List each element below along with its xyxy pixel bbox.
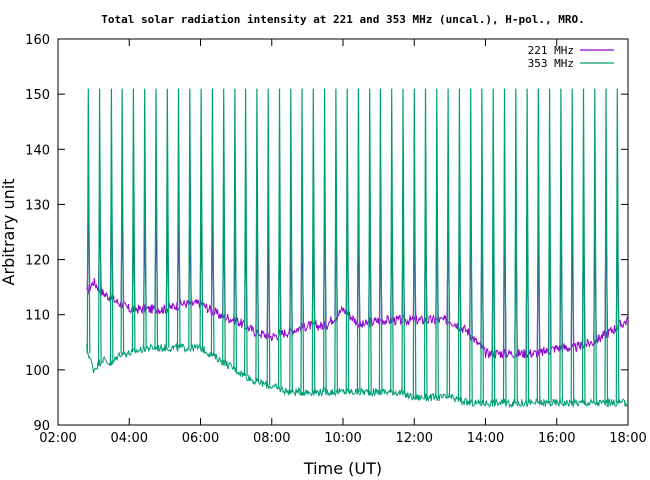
series-spike-1	[356, 88, 361, 392]
series-spike-1	[469, 88, 473, 403]
series-spike-1	[176, 88, 181, 348]
series-spike-1	[289, 88, 293, 392]
series-spike-1	[323, 88, 327, 392]
series-spike-1	[345, 88, 350, 392]
series-spike-1	[210, 88, 215, 356]
series-spike-1	[86, 88, 91, 354]
series-spike-1	[593, 88, 597, 403]
y-tick-label: 150	[25, 88, 50, 103]
series-spike-1	[199, 88, 204, 349]
series-spike-1	[131, 88, 136, 353]
x-tick-label: 12:00	[396, 431, 433, 446]
series-spike-1	[502, 88, 507, 403]
x-tick-label: 08:00	[253, 431, 290, 446]
series-spike-1	[334, 88, 338, 392]
series-spike-1	[412, 88, 417, 398]
series-layer	[86, 88, 628, 409]
series-spike-1	[581, 88, 586, 403]
y-axis-label: Arbitrary unit	[0, 179, 18, 286]
series-spike-1	[514, 88, 518, 403]
series-spike-1	[277, 88, 282, 389]
x-tick-label: 16:00	[538, 431, 575, 446]
x-tick-label: 02:00	[39, 431, 76, 446]
x-tick-label: 14:00	[467, 431, 504, 446]
series-spike-1	[390, 88, 394, 392]
legend: 221 MHz 353 MHz	[528, 44, 614, 70]
series-spike-1	[233, 88, 237, 370]
x-tick-label: 04:00	[111, 431, 148, 446]
y-tick-label: 130	[25, 198, 50, 213]
series-spike-1	[311, 88, 316, 392]
series-spike-1	[244, 88, 248, 376]
x-axis-label: Time (UT)	[303, 459, 382, 478]
y-tick-label: 160	[25, 33, 50, 48]
series-spike-1	[491, 88, 496, 403]
x-tick-label: 10:00	[324, 431, 361, 446]
series-spike-1	[368, 88, 372, 392]
series-spike-1	[457, 88, 462, 401]
series-spike-1	[266, 88, 271, 386]
series-spike-1	[423, 88, 428, 398]
series-spike-1	[435, 88, 439, 398]
series-spike-1	[120, 88, 125, 354]
series-spike-1	[401, 88, 406, 394]
series-spike-1	[604, 88, 609, 403]
series-spike-1	[615, 88, 620, 403]
series-spike-1	[548, 88, 552, 403]
series-spike-1	[109, 88, 114, 365]
y-tick-label: 100	[25, 364, 50, 379]
tick-layer: 02:00 04:00 06:00 08:00 10:00 12:00 14:00 16:00…	[25, 33, 647, 446]
series-spike-1	[300, 88, 305, 392]
x-tick-label: 18:00	[609, 431, 646, 446]
chart-title: Total solar radiation intensity at 221 a…	[101, 13, 584, 26]
x-tick-label: 06:00	[182, 431, 219, 446]
plot-frame	[57, 38, 629, 426]
series-spike-1	[525, 88, 530, 403]
y-tick-label: 110	[25, 309, 50, 324]
plot-area: 02:00 04:00 06:00 08:00 10:00 12:00 14:00 16:00…	[25, 33, 647, 446]
y-tick-label: 120	[25, 254, 50, 269]
series-spike-1	[570, 88, 575, 403]
series-spike-1	[536, 88, 541, 403]
series-spike-1	[446, 88, 451, 398]
series-spike-1	[98, 88, 102, 363]
series-spike-1	[154, 88, 159, 348]
y-tick-label: 140	[25, 143, 50, 158]
y-tick-label: 90	[33, 419, 50, 434]
series-spike-1	[222, 88, 226, 363]
series-spike-1	[143, 88, 147, 349]
series-spike-1	[188, 88, 192, 348]
series-spike-1	[559, 88, 563, 403]
series-spike-1	[378, 88, 383, 392]
series-spike-1	[480, 88, 484, 403]
legend-label-353: 353 MHz	[528, 57, 574, 70]
legend-label-221: 221 MHz	[528, 44, 574, 57]
series-spike-1	[255, 88, 259, 382]
series-spike-1	[165, 88, 170, 348]
